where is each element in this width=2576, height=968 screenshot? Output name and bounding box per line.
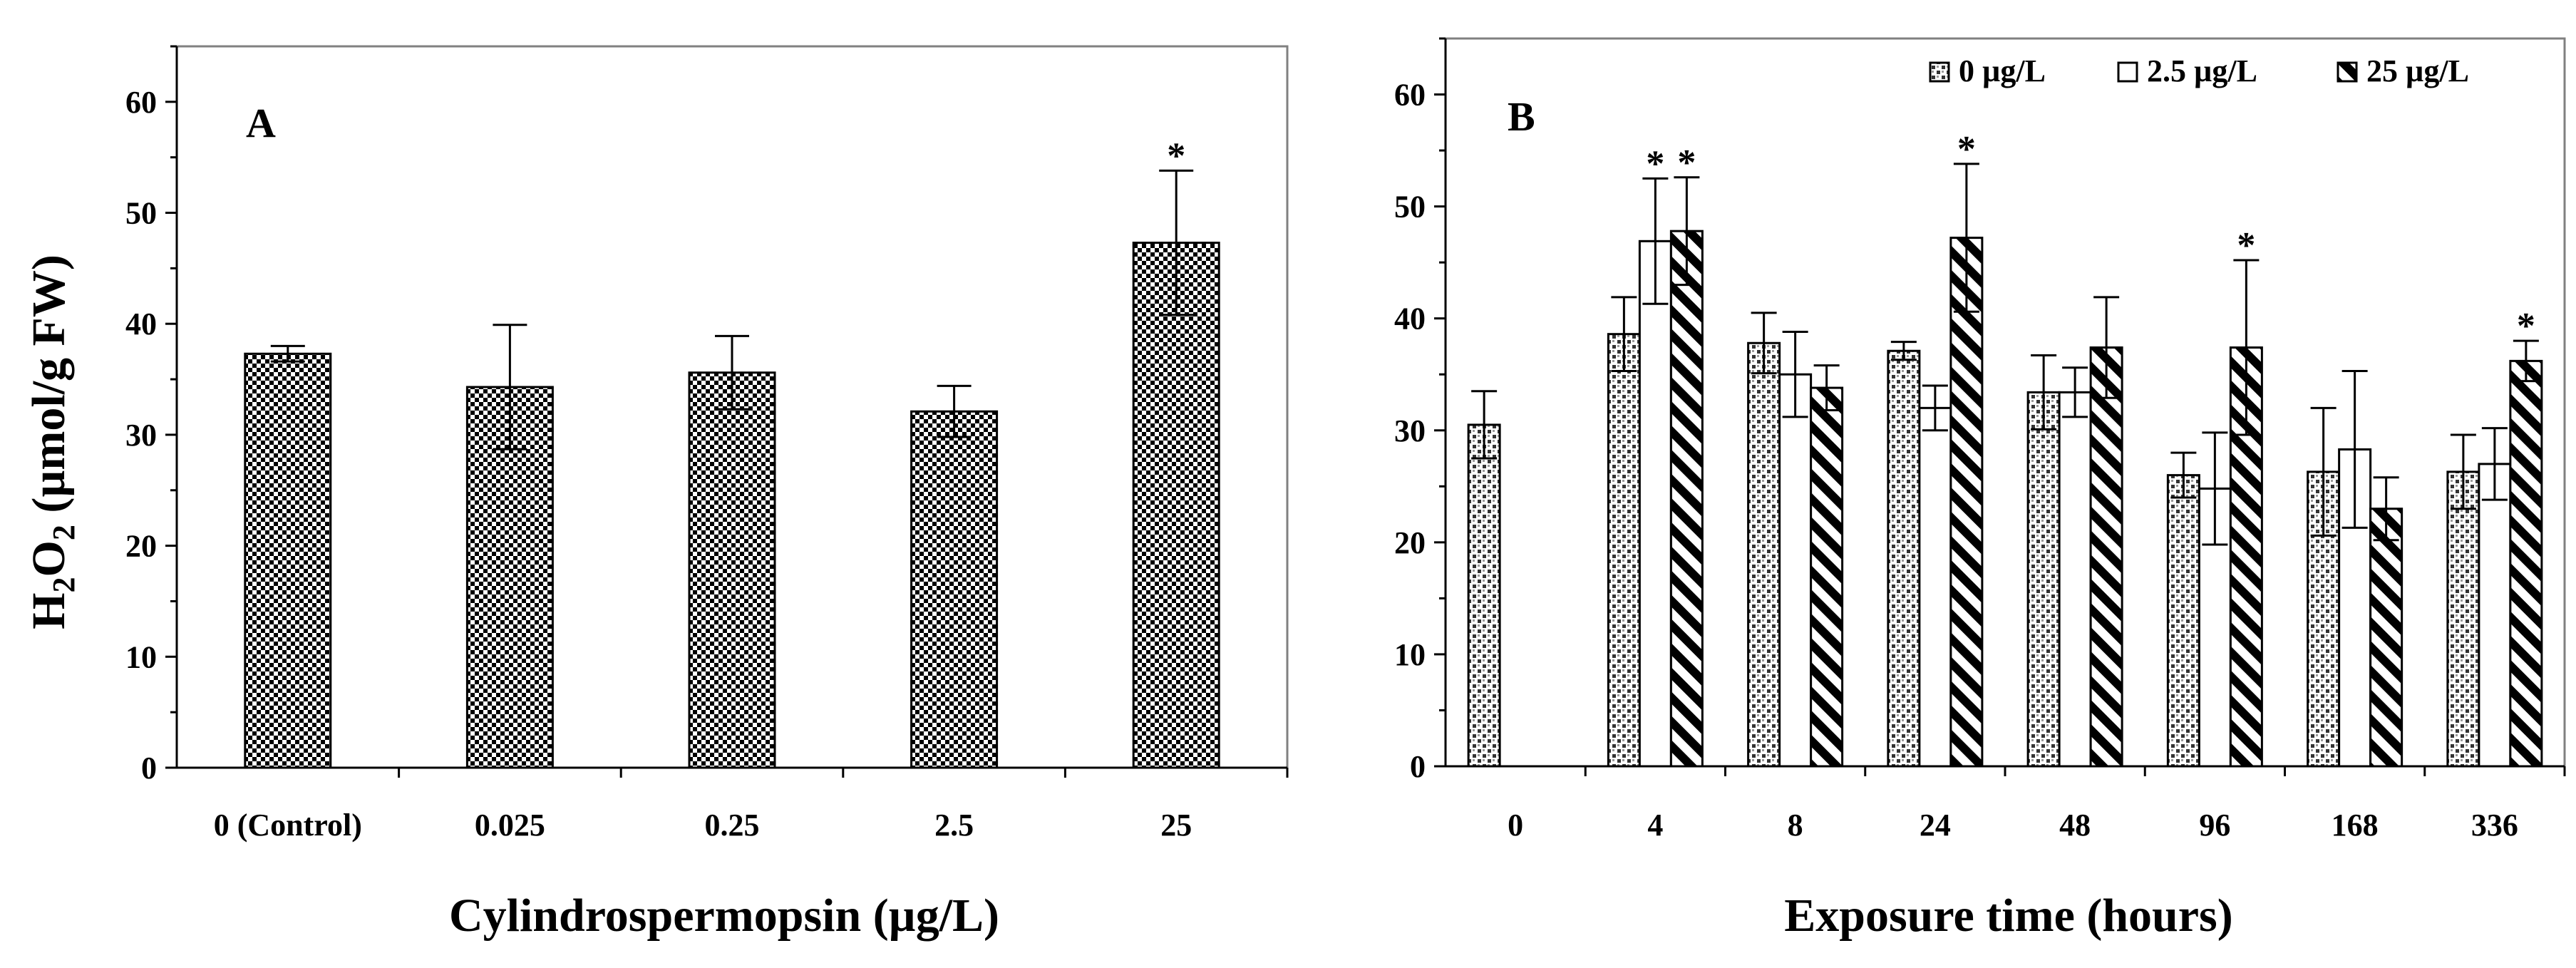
bar — [2058, 391, 2092, 768]
bar — [1467, 423, 1501, 768]
x-tick-label: 2.5 — [934, 808, 974, 843]
legend-swatch — [1929, 61, 1950, 83]
x-tick-label: 8 — [1788, 808, 1803, 843]
panel-b-legend: 0 µg/L 2.5 µg/L 25 µg/L — [1929, 53, 2469, 88]
x-tick-label: 48 — [2059, 808, 2091, 843]
y-label-o: O — [23, 540, 75, 577]
y-tick-label: 40 — [1394, 302, 1426, 336]
bar — [1949, 237, 1984, 768]
panel-a-x-axis-label: Cylindrospermopsin (µg/L) — [449, 890, 999, 942]
x-tick-label: 0.025 — [475, 808, 545, 843]
panel-b-label: B — [1508, 93, 1535, 140]
significance-marker: * — [1646, 143, 1664, 184]
y-tick-label: 50 — [125, 196, 157, 231]
y-tick-label: 30 — [125, 418, 157, 453]
significance-marker: * — [1167, 135, 1185, 176]
bar — [465, 386, 554, 769]
panel-a-y-ticks: 0 10 20 30 40 50 60 — [125, 45, 177, 786]
bar — [1778, 373, 1813, 768]
y-label-sub-1: 2 — [46, 577, 81, 592]
y-tick-label: 0 — [1410, 749, 1426, 784]
bar — [2446, 470, 2480, 768]
bar — [2478, 463, 2512, 768]
panel-b-x-ticks: 0 4 8 24 48 96 168 336 — [1508, 766, 2566, 843]
y-tick-label: 10 — [125, 639, 157, 674]
y-tick-label: 20 — [1394, 525, 1426, 560]
bar — [1810, 386, 1844, 768]
y-label-sub-2: 2 — [46, 525, 81, 540]
x-tick-label: 0 (Control) — [214, 808, 362, 843]
panel-b-bars: * * * * * — [1467, 129, 2543, 768]
bar — [2089, 346, 2123, 768]
y-tick-label: 40 — [125, 307, 157, 341]
bar — [1918, 406, 1952, 768]
bar — [2369, 508, 2404, 768]
panel-b-x-axis-label: Exposure time (hours) — [1784, 890, 2232, 942]
y-tick-label: 60 — [1394, 78, 1426, 113]
y-tick-label: 50 — [1394, 190, 1426, 225]
legend-label: 2.5 µg/L — [2147, 53, 2257, 88]
y-tick-label: 20 — [125, 529, 157, 564]
legend-label: 0 µg/L — [1959, 53, 2046, 88]
y-tick-label: 0 — [141, 751, 157, 786]
bar — [1747, 341, 1781, 768]
bar — [1638, 240, 1672, 768]
x-tick-label: 24 — [1920, 808, 1951, 843]
bar — [1887, 349, 1921, 768]
y-tick-label: 60 — [125, 85, 157, 120]
x-tick-label: 96 — [2199, 808, 2230, 843]
y-label-units: (µmol/g FW) — [23, 254, 75, 525]
bar — [688, 371, 776, 769]
significance-marker: * — [1677, 143, 1696, 183]
y-label-h: H — [23, 592, 75, 629]
panel-a-label: A — [246, 100, 276, 146]
legend-swatch — [2337, 61, 2358, 83]
y-tick-label: 30 — [1394, 413, 1426, 448]
x-tick-label: 168 — [2332, 808, 2379, 843]
x-tick-label: 0.25 — [705, 808, 760, 843]
legend-swatch — [2117, 61, 2138, 83]
panel-b-y-ticks: 0 10 20 30 40 50 60 — [1394, 37, 1446, 784]
x-tick-label: 336 — [2471, 808, 2518, 843]
bar — [1607, 333, 1641, 768]
significance-marker: * — [2517, 306, 2535, 346]
x-tick-label: 0 — [1508, 808, 1523, 843]
x-tick-label: 4 — [1647, 808, 1663, 843]
bar — [2509, 359, 2543, 768]
panel-a-x-ticks: 0 (Control) 0.025 0.25 2.5 25 — [214, 768, 1289, 843]
panel-a-bars: * — [244, 135, 1220, 769]
x-tick-label: 25 — [1160, 808, 1192, 843]
significance-marker: * — [1957, 129, 1976, 170]
bar — [1669, 230, 1704, 768]
panel-a: A 0 10 20 30 40 50 60 * 0 (Control) 0.025 0.25 2.… — [23, 45, 1289, 942]
y-axis-label: H2O2 (µmol/g FW) — [23, 254, 81, 629]
bar — [910, 410, 999, 769]
bar — [1132, 242, 1220, 769]
bar — [244, 352, 332, 769]
bar — [2166, 474, 2200, 768]
y-tick-label: 10 — [1394, 637, 1426, 672]
significance-marker: * — [2237, 225, 2255, 266]
legend-label: 25 µg/L — [2366, 53, 2469, 88]
bar — [2026, 391, 2061, 768]
